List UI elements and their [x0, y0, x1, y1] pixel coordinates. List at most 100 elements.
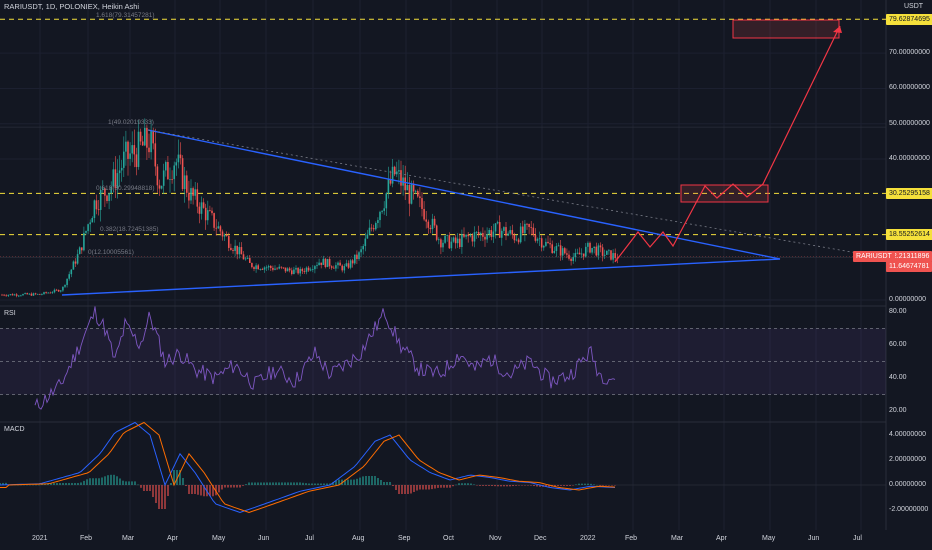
macd-histogram-bar — [164, 485, 166, 509]
macd-histogram-bar — [353, 479, 355, 485]
candle-body — [228, 236, 230, 248]
macd-histogram-bar — [326, 483, 328, 485]
candle-body — [597, 245, 600, 256]
candle-body — [30, 293, 33, 296]
macd-histogram-bar — [128, 481, 130, 485]
candle-body — [305, 267, 308, 272]
candle-body — [110, 186, 112, 194]
macd-histogram-bar — [242, 485, 244, 486]
price-tag-low: 11.64674781 — [886, 260, 932, 272]
macd-histogram-bar — [467, 483, 469, 485]
candle-body — [265, 267, 268, 269]
candle-body — [49, 292, 52, 294]
candle-body — [547, 241, 549, 244]
candle-body — [162, 170, 165, 186]
macd-histogram-bar — [377, 478, 379, 485]
candle-body — [244, 258, 247, 260]
candle-body — [259, 269, 262, 270]
macd-histogram-bar — [254, 482, 256, 485]
macd-histogram-bar — [134, 481, 136, 485]
triangle-trendlines[interactable] — [61, 129, 887, 296]
macd-histogram-bar — [323, 483, 325, 485]
time-tick-18: Jul — [853, 535, 862, 542]
candle-body — [452, 237, 455, 242]
macd-tick-1: 2.00000000 — [889, 456, 926, 463]
candle-body — [62, 286, 64, 291]
candle-body — [561, 248, 564, 256]
macd-histogram-bar — [29, 484, 31, 486]
projection-path[interactable] — [614, 25, 842, 263]
candle-body — [251, 262, 253, 268]
candle-body — [528, 223, 530, 227]
symbol-title[interactable]: RARIUSDT, 1D, POLONIEX, Heikin Ashi — [4, 2, 140, 11]
candle-body — [106, 195, 108, 202]
macd-histogram-bar — [452, 485, 454, 487]
macd-histogram-bar — [524, 485, 526, 486]
candle-body — [297, 268, 299, 274]
macd-histogram-bar — [167, 485, 169, 496]
macd-histogram-bar — [485, 485, 487, 486]
candle-body — [505, 227, 507, 236]
macd-histogram-bar — [218, 485, 220, 493]
macd-histogram-bar — [197, 485, 199, 495]
rsi-pane — [0, 306, 886, 410]
candle-body — [603, 254, 606, 256]
candle-body — [333, 267, 335, 269]
candle-body — [477, 231, 480, 235]
dotted-trendline — [147, 129, 887, 259]
macd-histogram-bar — [362, 476, 364, 485]
macd-histogram-bar — [575, 484, 577, 485]
candle-body — [175, 162, 178, 166]
candle-body — [368, 227, 371, 235]
candle-body — [32, 293, 35, 296]
macd-histogram-bar — [515, 485, 517, 486]
macd-histogram-bar — [113, 474, 115, 485]
macd-histogram-bar — [479, 485, 481, 486]
macd-pane-label[interactable]: MACD — [4, 426, 25, 433]
candle-body — [366, 234, 369, 239]
macd-histogram-bar — [578, 483, 580, 485]
candle-body — [553, 250, 556, 253]
candle-body — [429, 227, 432, 230]
candle-body — [5, 295, 7, 297]
macd-histogram-bar — [179, 470, 181, 485]
macd-histogram-bar — [236, 485, 238, 488]
candle-body — [202, 202, 205, 208]
macd-histogram-bar — [77, 482, 79, 485]
macd-histogram-bar — [245, 484, 247, 485]
candle-body — [322, 258, 325, 265]
macd-histogram-bar — [314, 483, 316, 485]
macd-histogram-bar — [347, 479, 349, 485]
price-candles — [1, 118, 619, 298]
time-tick-13: Feb — [625, 535, 638, 542]
candle-body — [255, 265, 257, 269]
candle-body — [131, 145, 133, 154]
macd-histogram-bar — [269, 482, 271, 485]
candle-body — [427, 221, 430, 228]
macd-histogram-bar — [440, 485, 442, 488]
macd-histogram-bar — [491, 485, 493, 486]
rsi-pane-label[interactable]: RSI — [4, 310, 16, 317]
candle-body — [343, 266, 346, 271]
candle-body — [469, 235, 472, 237]
macd-histogram-bar — [536, 485, 538, 487]
candle-body — [375, 223, 377, 230]
macd-histogram-bar — [431, 485, 433, 490]
price-tick-0: 70.00000000 — [889, 49, 930, 57]
candle-body — [370, 227, 373, 229]
time-tick-5: Jun — [258, 535, 270, 542]
candle-body — [360, 249, 362, 253]
macd-histogram-bar — [566, 485, 568, 486]
candle-body — [246, 258, 249, 259]
candle-body — [442, 242, 444, 248]
candle-body — [582, 253, 585, 257]
candle-body — [293, 269, 295, 275]
candle-body — [335, 265, 337, 269]
candle-body — [183, 175, 186, 190]
macd-histogram-bar — [593, 484, 595, 485]
candle-body — [204, 207, 207, 221]
candle-body — [526, 223, 528, 225]
candle-body — [421, 198, 423, 209]
macd-histogram-bar — [71, 482, 73, 485]
